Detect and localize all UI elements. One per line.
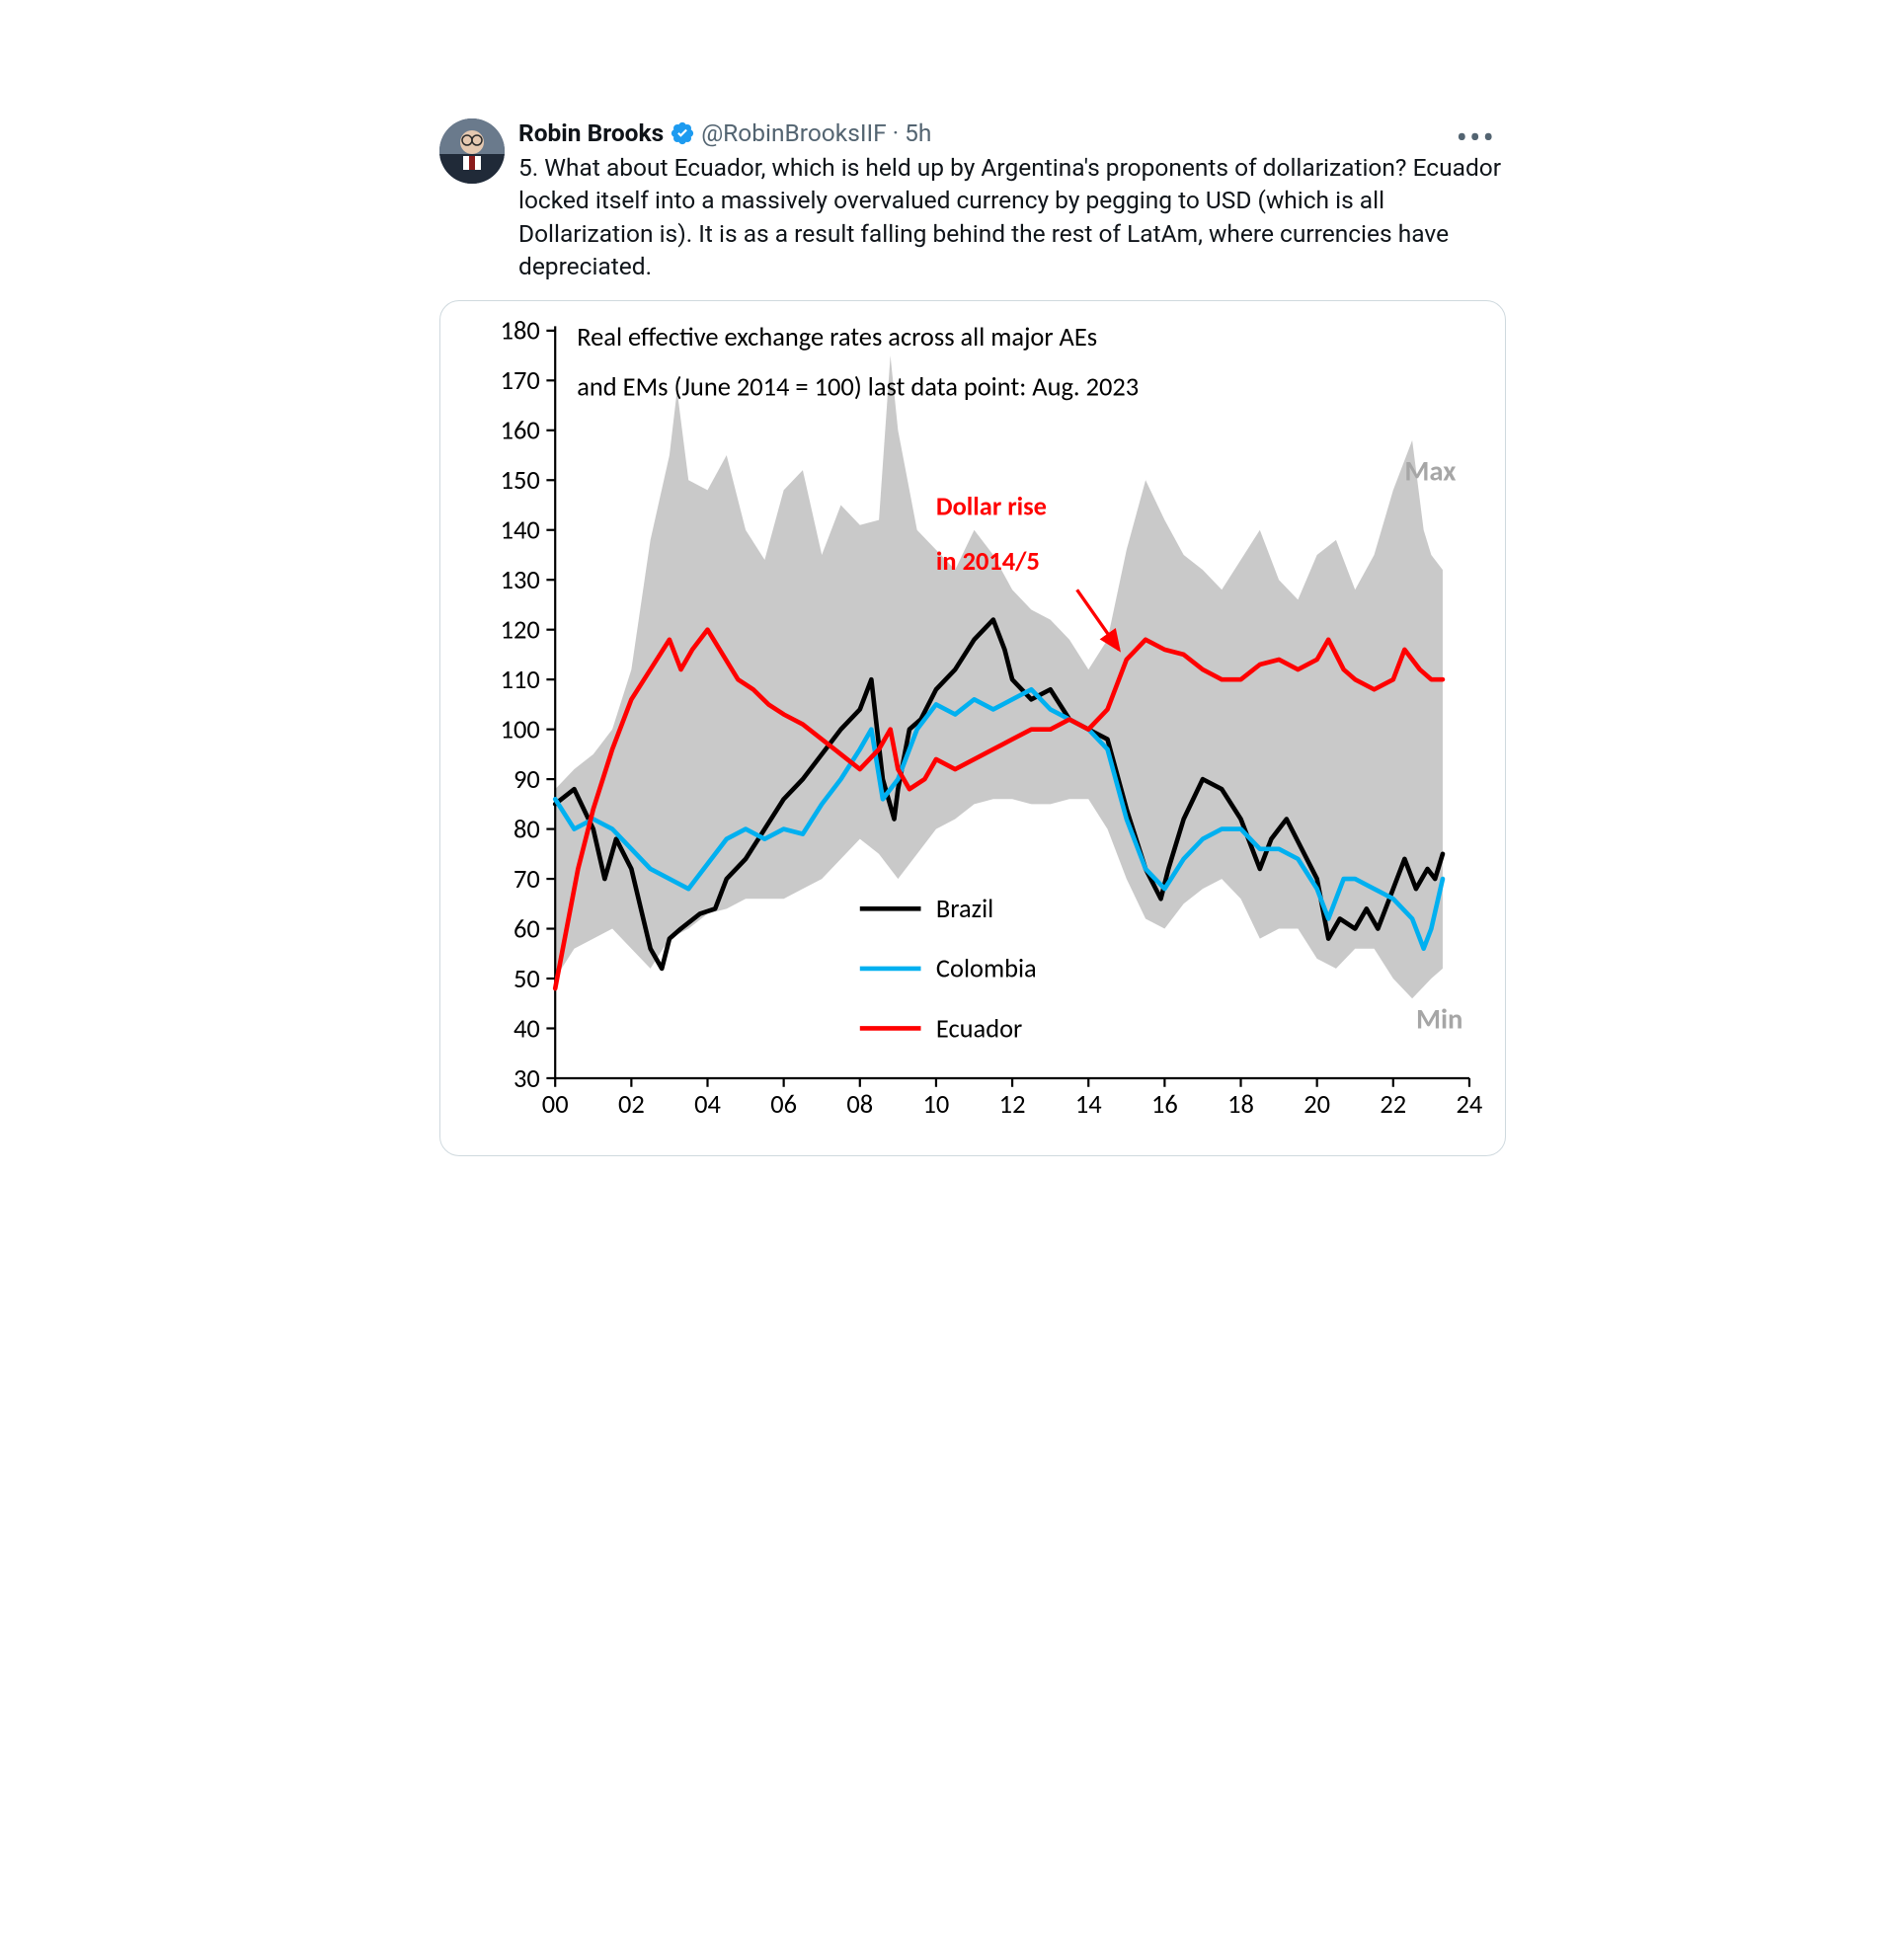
svg-text:Colombia: Colombia (936, 953, 1037, 984)
svg-text:110: 110 (501, 665, 540, 696)
svg-text:30: 30 (514, 1062, 540, 1094)
avatar-icon (439, 118, 505, 184)
svg-text:in 2014/5: in 2014/5 (936, 546, 1040, 578)
svg-text:150: 150 (501, 465, 540, 497)
svg-text:130: 130 (501, 565, 540, 596)
display-name[interactable]: Robin Brooks (518, 118, 664, 147)
svg-text:Min: Min (1416, 1001, 1462, 1036)
svg-text:00: 00 (542, 1089, 569, 1121)
svg-text:Max: Max (1404, 453, 1456, 488)
svg-text:and EMs (June 2014 = 100) las: and EMs (June 2014 = 100) last data poin… (577, 371, 1139, 403)
svg-text:Real effective exchange rates: Real effective exchange rates across all… (577, 322, 1097, 353)
reer-chart: 30 40 50 60 70 80 90 100 110 120 130 140 150 160 170 18… (446, 311, 1491, 1138)
svg-text:120: 120 (501, 614, 540, 646)
tweet-header: Robin Brooks @RobinBrooksIIF · 5h 5. Wha… (439, 118, 1506, 282)
svg-text:40: 40 (514, 1013, 540, 1045)
svg-text:160: 160 (501, 415, 540, 446)
tweet: ••• Robin Brooks @RobinBrooksIIF · 5 (370, 118, 1526, 1156)
svg-text:02: 02 (618, 1089, 645, 1121)
verified-badge-icon (670, 120, 695, 146)
svg-text:06: 06 (770, 1089, 797, 1121)
name-line: Robin Brooks @RobinBrooksIIF · 5h (518, 118, 1506, 147)
svg-text:Brazil: Brazil (936, 894, 993, 925)
svg-text:04: 04 (694, 1089, 721, 1121)
svg-text:170: 170 (501, 365, 540, 397)
svg-text:60: 60 (514, 913, 540, 945)
more-menu[interactable]: ••• (1457, 118, 1496, 158)
avatar[interactable] (439, 118, 505, 184)
separator-dot: · (893, 118, 899, 147)
svg-text:70: 70 (514, 864, 540, 896)
timestamp[interactable]: 5h (905, 118, 931, 147)
svg-text:08: 08 (846, 1089, 873, 1121)
svg-text:24: 24 (1457, 1089, 1483, 1121)
svg-text:10: 10 (923, 1089, 950, 1121)
svg-text:180: 180 (501, 315, 540, 347)
chart-card[interactable]: 30 40 50 60 70 80 90 100 110 120 130 140 150 160 170 18… (439, 300, 1506, 1157)
svg-text:Ecuador: Ecuador (936, 1013, 1022, 1045)
svg-text:140: 140 (501, 514, 540, 546)
header-text: Robin Brooks @RobinBrooksIIF · 5h 5. Wha… (518, 118, 1506, 282)
svg-text:16: 16 (1151, 1089, 1178, 1121)
svg-text:100: 100 (501, 714, 540, 745)
svg-text:14: 14 (1075, 1089, 1102, 1121)
svg-text:20: 20 (1304, 1089, 1330, 1121)
handle[interactable]: @RobinBrooksIIF (701, 118, 887, 147)
svg-text:12: 12 (999, 1089, 1026, 1121)
svg-text:50: 50 (514, 963, 540, 994)
svg-text:18: 18 (1227, 1089, 1254, 1121)
svg-text:Dollar rise: Dollar rise (936, 491, 1047, 522)
svg-text:80: 80 (514, 814, 540, 845)
svg-text:90: 90 (514, 764, 540, 796)
tweet-body: 5. What about Ecuador, which is held up … (518, 151, 1506, 281)
svg-text:22: 22 (1380, 1089, 1406, 1121)
